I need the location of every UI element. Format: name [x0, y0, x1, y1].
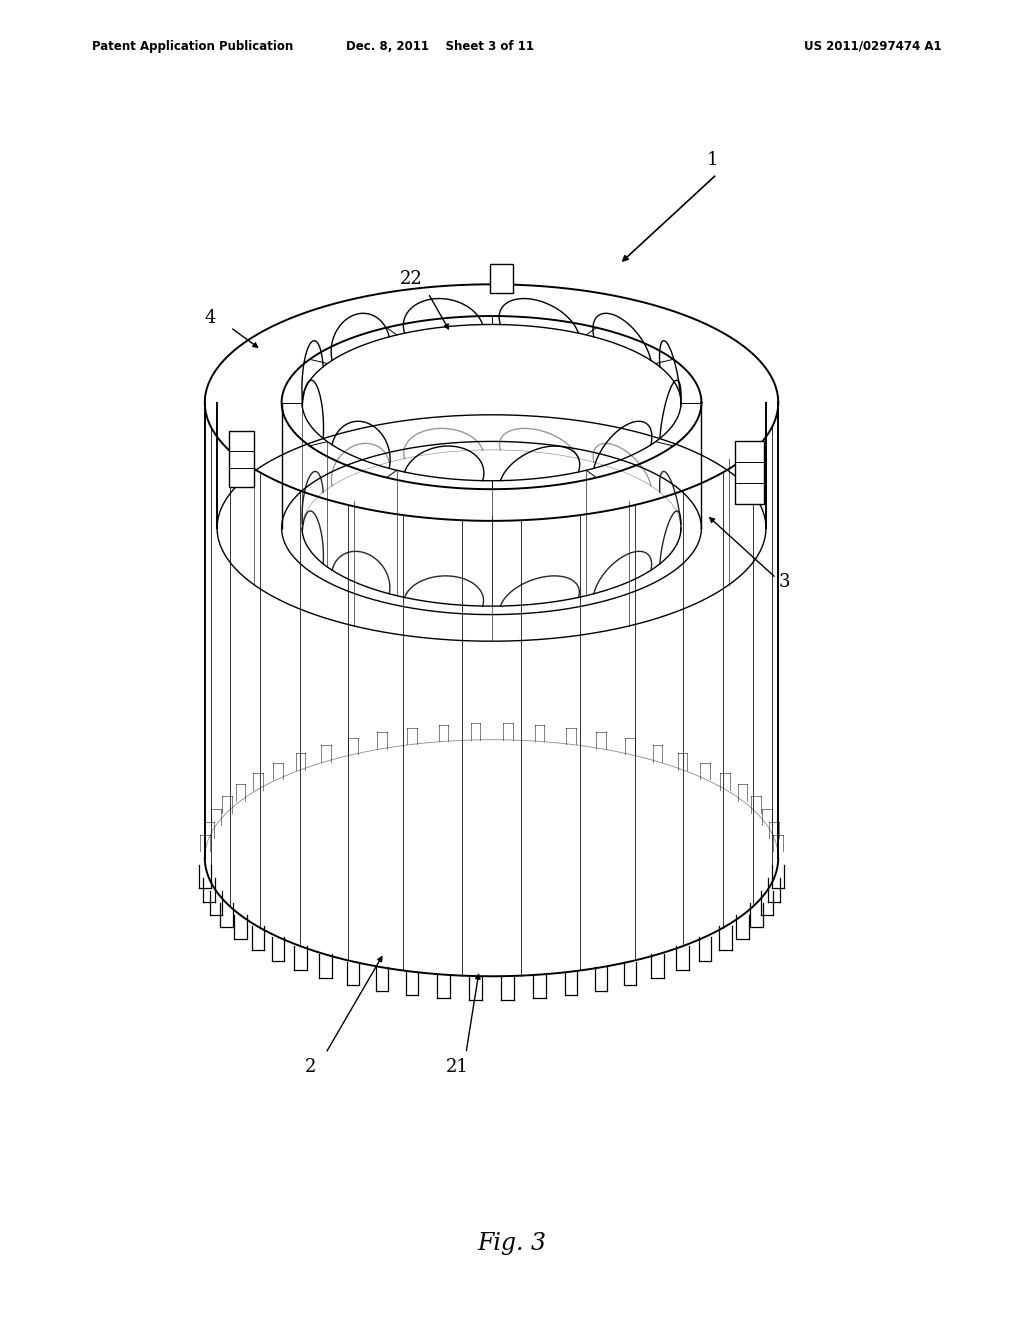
Text: Dec. 8, 2011    Sheet 3 of 11: Dec. 8, 2011 Sheet 3 of 11: [346, 40, 535, 53]
Text: 3: 3: [778, 573, 790, 591]
Text: Patent Application Publication: Patent Application Publication: [92, 40, 294, 53]
Text: 21: 21: [445, 1057, 468, 1076]
Text: 4: 4: [205, 309, 216, 327]
Text: 2: 2: [305, 1057, 316, 1076]
Text: 1: 1: [707, 150, 718, 169]
Text: US 2011/0297474 A1: US 2011/0297474 A1: [805, 40, 942, 53]
Bar: [735, 441, 764, 504]
Text: 22: 22: [399, 269, 422, 288]
Bar: [490, 264, 513, 293]
Bar: [229, 432, 254, 487]
Text: Fig. 3: Fig. 3: [477, 1232, 547, 1255]
